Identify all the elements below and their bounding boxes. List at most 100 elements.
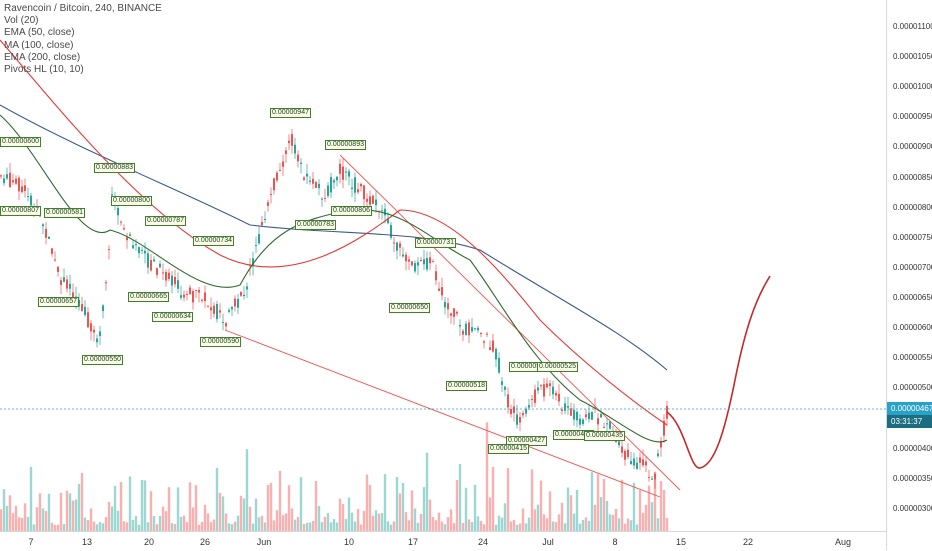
candle-body [135,244,137,246]
indicator-pivots[interactable]: Pivots HL (10, 10) [4,64,84,76]
candle-body [162,272,164,274]
volume-bars [0,422,669,531]
candle-body [84,306,86,316]
volume-bar [218,492,222,531]
indicator-vol[interactable]: Vol (20) [4,15,39,27]
candle-body [432,261,434,263]
volume-bar [284,513,288,531]
candle-body [276,172,278,181]
candle-body [384,208,386,216]
candle-body [468,322,470,336]
candle-body [198,289,200,293]
chart-legend: Ravencoin / Bitcoin, 240, BINANCE Vol (2… [4,3,162,76]
symbol-title[interactable]: Ravencoin / Bitcoin, 240, BINANCE [4,3,162,14]
indicator-ma100[interactable]: MA (100, close) [4,39,74,51]
candle-body [258,234,260,244]
candle-body [321,198,323,200]
volume-bar [470,521,474,531]
candle-body [561,409,563,411]
pivot-label: 0.00000665 [128,292,169,302]
candle-body [429,257,431,264]
indicator-ema50[interactable]: EMA (50, close) [4,27,75,39]
time-tick: 8 [612,537,618,547]
candle-body [273,178,275,191]
candle-body [354,177,356,193]
pivot-label: 0.00000581 [44,208,85,218]
time-tick: 10 [343,537,355,547]
candle-body [174,277,176,285]
volume-bar [416,522,420,531]
candle-body [369,196,371,205]
volume-bar [209,522,213,531]
volume-bar [158,515,162,531]
candle-body [315,182,317,188]
price-tick: 0.00000600 [893,323,932,332]
volume-bar [125,522,129,531]
candle-body [351,187,353,189]
pivot-label: 0.00000634 [152,312,193,322]
candle-body [156,268,158,275]
candle-body [123,228,125,230]
candle-body [363,185,365,200]
candle-body [399,243,401,248]
volume-bar [572,513,576,531]
volume-bar [551,521,555,531]
volume-bar [533,509,537,531]
pivot-label: 0.00000807 [0,206,41,216]
volume-bar [431,517,435,531]
time-tick: 22 [742,537,754,547]
countdown-tag: 03:31:37 [887,415,932,428]
candle-body [150,260,152,271]
volume-bar [584,517,588,531]
projection-curve [666,275,771,469]
volume-bar [83,517,87,531]
volume-bar [491,467,495,531]
volume-bar [608,514,612,531]
volume-bar [314,480,318,531]
volume-bar [377,513,381,531]
time-axis[interactable] [0,531,886,551]
candle-body [336,176,338,181]
volume-bar [380,513,384,531]
volume-bar [86,519,90,531]
volume-bar [11,513,15,531]
volume-bar [434,520,438,531]
volume-bar [623,523,627,531]
time-tick: 15 [675,537,687,547]
candle-body [102,305,104,312]
volume-bar [338,498,342,531]
volume-bar [98,522,102,531]
candle-body [105,282,107,284]
volume-bar [509,521,513,531]
pivot-label: 0.00000806 [331,206,372,216]
candle-body [42,224,44,227]
candle-body [225,323,227,327]
candle-body [21,186,23,193]
volume-bar [398,493,402,531]
candle-body [3,178,5,184]
candle-body [30,195,32,206]
candle-body [513,406,515,413]
price-axis[interactable]: 0.00001100 0.00001050 0.00001000 0.00000… [886,0,932,550]
volume-bar [554,522,558,531]
volume-bar [518,523,522,531]
candle-body [459,324,461,327]
candle-body [213,305,215,314]
candle-body [438,288,440,291]
price-tick: 0.00000800 [893,203,932,212]
volume-bar [221,496,225,531]
candle-body [387,218,389,224]
volume-bar [512,519,516,531]
price-tick: 0.00001000 [893,82,932,91]
candle-body [12,180,14,183]
volume-bar [347,497,351,531]
candle-body [417,262,419,266]
pivot-label: 0.00000435 [584,431,625,441]
candle-body [297,154,299,162]
indicator-ema200[interactable]: EMA (200, close) [4,51,81,63]
volume-bar [305,522,309,531]
candle-body [219,310,221,313]
volume-bar [644,504,648,531]
volume-bar [440,521,444,531]
